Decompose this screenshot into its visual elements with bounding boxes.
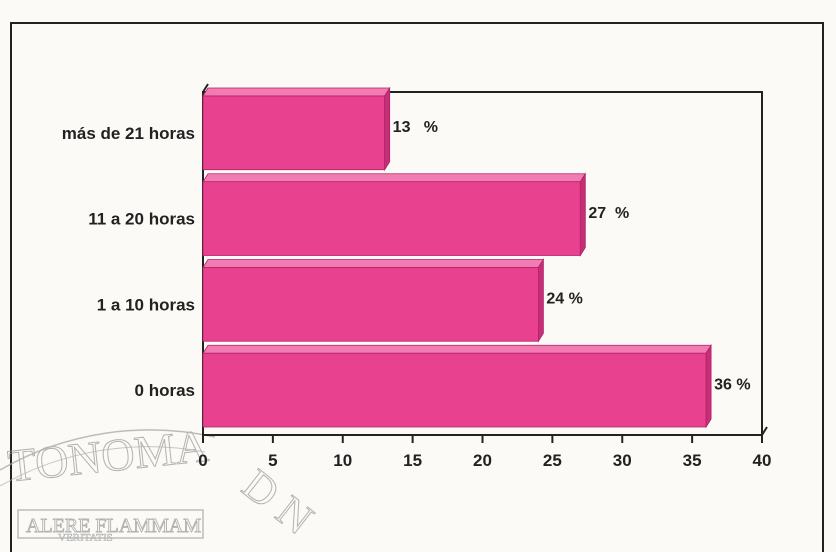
data-label: 27 % [588, 205, 629, 222]
x-tick-label: 15 [403, 451, 422, 470]
bar-top-face [202, 259, 545, 268]
bar-side-face [538, 258, 544, 343]
bar [202, 181, 581, 256]
plot-border [202, 91, 763, 435]
x-tick-label: 20 [473, 451, 492, 470]
bar-side-face [384, 86, 391, 172]
seal-top-lettering: TONOMA [5, 420, 210, 492]
category-label: 11 a 20 horas [88, 210, 195, 229]
bar [202, 267, 539, 342]
x-tick-label: 5 [268, 451, 277, 470]
bar [202, 352, 707, 428]
x-tick-label: 10 [333, 451, 352, 470]
category-label: 0 horas [135, 381, 195, 400]
x-axis: 0 5 10 15 20 25 30 35 40 [198, 435, 771, 470]
data-label: 13 % [393, 119, 438, 136]
bar-top-face [202, 173, 587, 183]
category-labels: 0 horas 1 a 10 horas 11 a 20 horas más de 2… [62, 124, 195, 400]
x-tick-label: 25 [543, 451, 562, 470]
data-label: 36 % [714, 376, 750, 393]
bar-top-face [202, 344, 712, 354]
bars-layer [202, 86, 712, 429]
plot-depth-edge [202, 83, 209, 93]
bar-top-face [202, 87, 391, 97]
university-seal-watermark: TONOMA D N ALERE FLAMMAM VERITATIS [0, 419, 323, 541]
data-label: 24 % [546, 291, 582, 308]
seal-right-lettering: D N [233, 460, 322, 541]
category-label: 1 a 10 horas [97, 295, 195, 314]
category-label: más de 21 horas [62, 124, 195, 143]
seal-motto-1: ALERE FLAMMAM [26, 515, 201, 537]
x-tick-label: 30 [613, 451, 632, 470]
x-tick-label: 0 [198, 451, 207, 470]
bar-side-face [705, 343, 712, 429]
bar-side-face [579, 172, 586, 257]
seal-motto-2: VERITATIS [58, 532, 113, 541]
x-tick-label: 40 [753, 451, 772, 470]
bar [202, 95, 386, 171]
x-tick-label: 35 [683, 451, 702, 470]
data-labels: 36 % 24 % 27 % 13 % [393, 119, 751, 393]
floor-depth-edge [761, 426, 768, 436]
chart-frame [10, 22, 824, 552]
